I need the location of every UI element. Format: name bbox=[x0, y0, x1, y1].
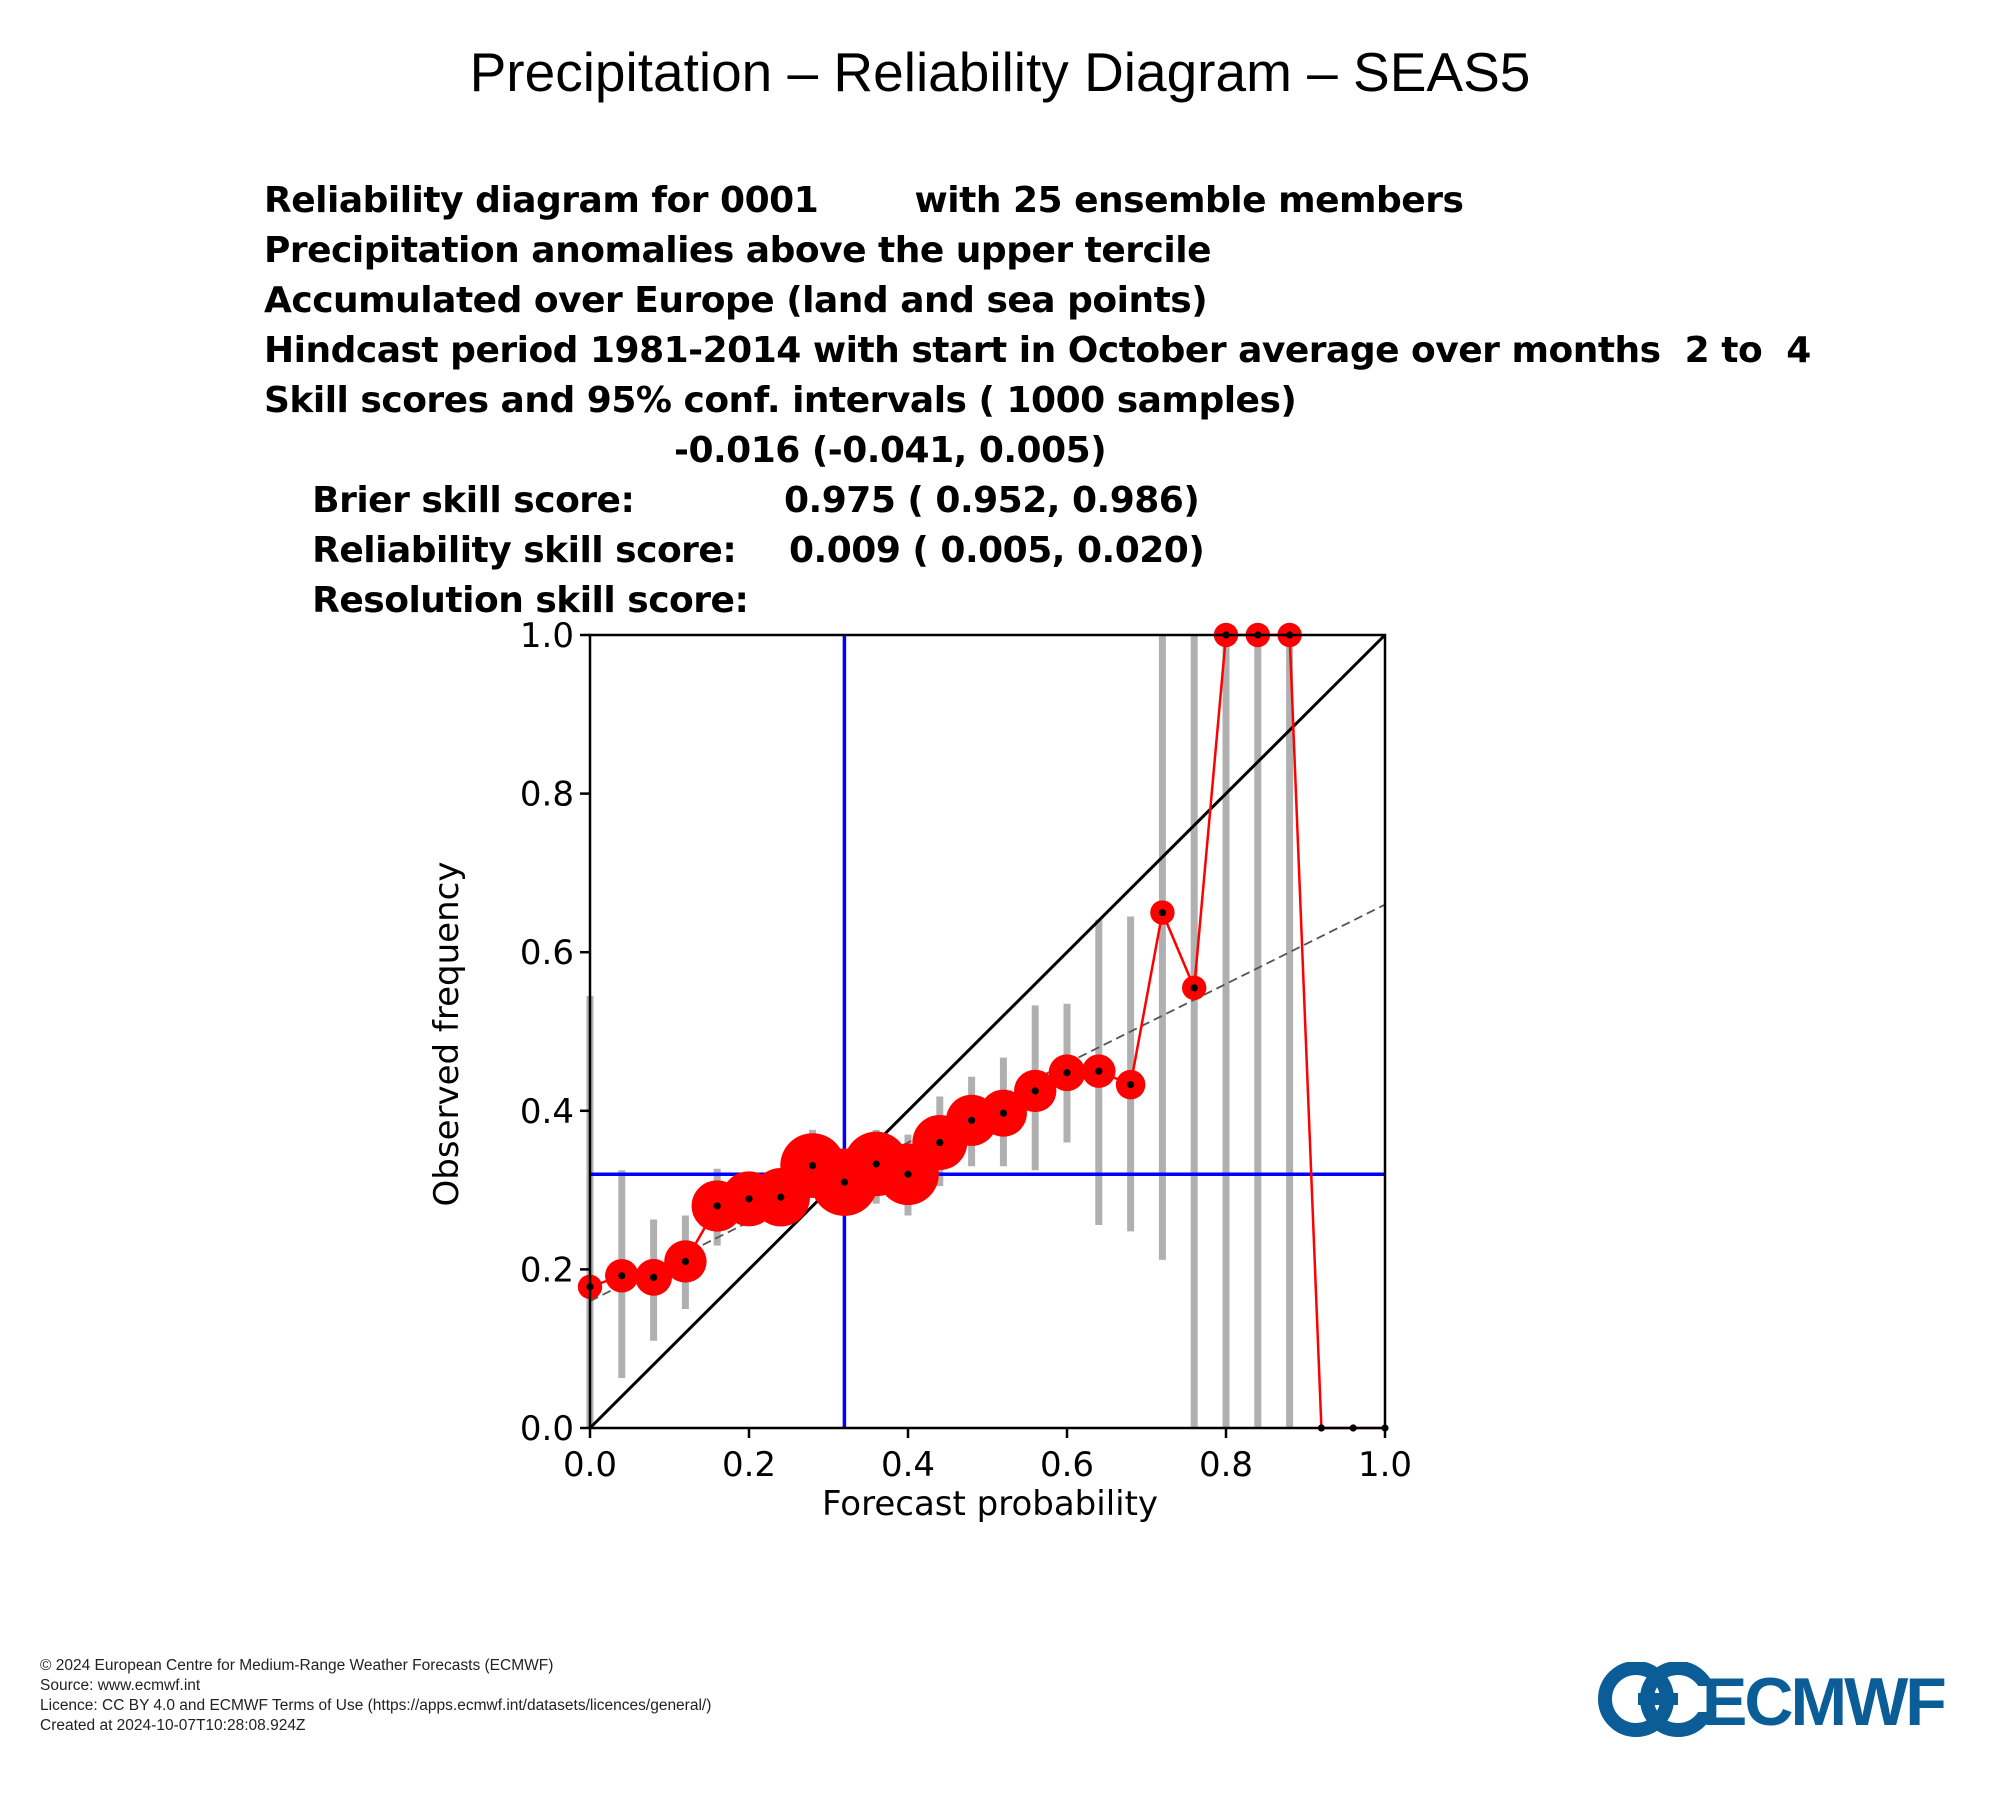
data-point bbox=[936, 1138, 944, 1147]
reliability-score-label: Reliability skill score: bbox=[312, 530, 737, 571]
reliability-diagram: 0.0 0.2 0.4 0.6 0.8 1.0 0.0 0.2 0.4 0.6 0.8 1.0 For… bbox=[427, 616, 1412, 1524]
info-line-variable: Precipitation anomalies above the upper … bbox=[264, 230, 1211, 271]
info-line-dataset: Reliability diagram for 0001 with 25 ens… bbox=[264, 180, 1464, 221]
data-point bbox=[1095, 1067, 1103, 1075]
regression-line bbox=[589, 903, 1386, 1302]
x-tick-label: 0.6 bbox=[1040, 1445, 1094, 1485]
page-title: Precipitation – Reliability Diagram – SE… bbox=[469, 41, 1531, 103]
data-point bbox=[1127, 1081, 1135, 1089]
info-line-period: Hindcast period 1981-2014 with start in … bbox=[264, 330, 1811, 371]
brier-score-value: -0.016 (-0.041, 0.005) bbox=[674, 430, 1107, 471]
x-axis-label: Forecast probability bbox=[822, 1484, 1158, 1524]
data-point bbox=[968, 1116, 976, 1124]
resolution-score-row: Resolution skill score: 0.009 ( 0.005, 0… bbox=[264, 526, 1811, 621]
data-point bbox=[1031, 1087, 1039, 1095]
footer-licence: Licence: CC BY 4.0 and ECMWF Terms of Us… bbox=[40, 1697, 712, 1714]
ecmwf-logo-mark bbox=[1598, 1662, 1720, 1737]
info-line-region: Accumulated over Europe (land and sea po… bbox=[264, 280, 1208, 321]
chart-info-block: Reliability diagram for 0001 with 25 ens… bbox=[264, 176, 1811, 621]
data-point bbox=[618, 1272, 626, 1280]
x-tick-label: 0.0 bbox=[563, 1445, 617, 1485]
data-point bbox=[840, 1178, 849, 1186]
brier-score-row: Brier skill score: -0.016 (-0.041, 0.005… bbox=[264, 426, 1811, 521]
data-point bbox=[745, 1195, 753, 1203]
x-tick-label: 0.2 bbox=[722, 1445, 776, 1485]
y-axis-label: Observed frequency bbox=[427, 862, 467, 1207]
y-tick-label: 0.6 bbox=[520, 933, 574, 973]
x-tick-label: 0.4 bbox=[881, 1445, 935, 1485]
data-point bbox=[999, 1109, 1008, 1117]
footer: © 2024 European Centre for Medium-Range … bbox=[40, 1656, 711, 1736]
footer-created: Created at 2024-10-07T10:28:08.924Z bbox=[40, 1717, 306, 1734]
x-tick-label: 1.0 bbox=[1358, 1445, 1412, 1485]
ecmwf-logo: ECMWF bbox=[1598, 1662, 1948, 1740]
y-tick-label: 0.8 bbox=[520, 775, 574, 815]
data-point bbox=[809, 1161, 817, 1170]
data-point bbox=[1063, 1069, 1071, 1077]
resolution-score-value: 0.009 ( 0.005, 0.020) bbox=[789, 530, 1205, 571]
data-point bbox=[904, 1170, 912, 1178]
x-tick-label: 0.8 bbox=[1199, 1445, 1253, 1485]
data-point bbox=[872, 1160, 880, 1168]
info-line-samples: Skill scores and 95% conf. intervals ( 1… bbox=[264, 380, 1297, 421]
reliability-score-value: 0.975 ( 0.952, 0.986) bbox=[784, 480, 1200, 521]
data-point bbox=[1158, 908, 1166, 917]
plot-frame bbox=[588, 633, 1387, 1430]
ecmwf-logo-text: ECMWF bbox=[1702, 1664, 1945, 1740]
brier-score-label: Brier skill score: bbox=[312, 480, 635, 521]
data-point bbox=[1190, 984, 1198, 992]
data-point bbox=[681, 1257, 690, 1266]
footer-copyright: © 2024 European Centre for Medium-Range … bbox=[40, 1657, 554, 1674]
y-tick-label: 0.2 bbox=[520, 1250, 574, 1290]
data-point bbox=[713, 1202, 721, 1210]
y-tick-label: 0.4 bbox=[520, 1092, 574, 1132]
diagonal-line bbox=[588, 633, 1387, 1430]
y-tick-label: 1.0 bbox=[520, 616, 574, 656]
data-point bbox=[650, 1273, 658, 1281]
footer-source: Source: www.ecmwf.int bbox=[40, 1677, 201, 1694]
data-point bbox=[777, 1193, 785, 1201]
resolution-score-label: Resolution skill score: bbox=[312, 580, 749, 621]
reliability-score-row: Reliability skill score: 0.975 ( 0.952, … bbox=[264, 476, 1811, 571]
y-tick-label: 0.0 bbox=[520, 1409, 574, 1449]
